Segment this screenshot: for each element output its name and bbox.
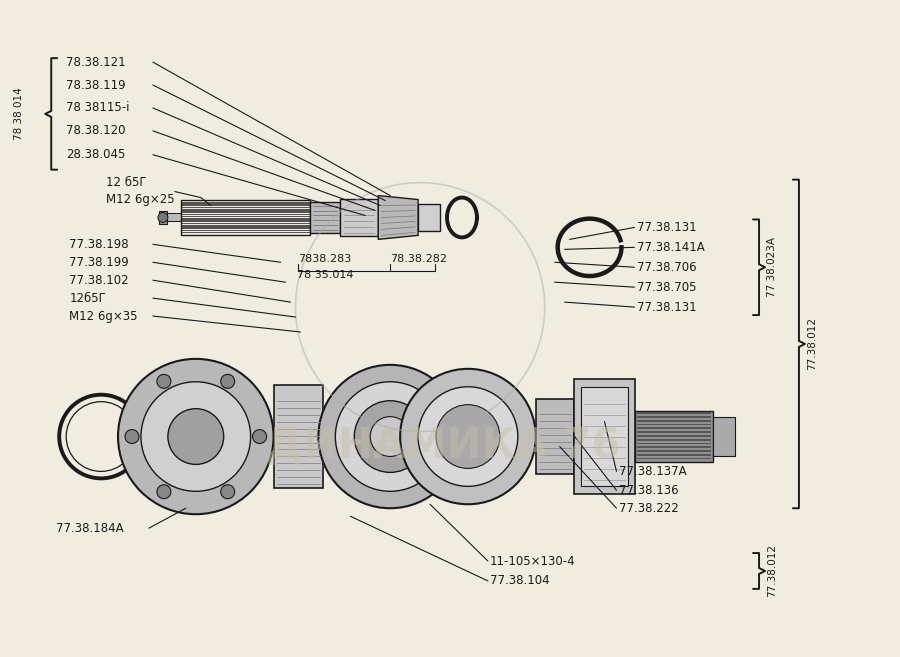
Circle shape (118, 359, 274, 514)
Text: 77.38.102: 77.38.102 (69, 274, 129, 286)
Text: 78 38115-i: 78 38115-i (67, 101, 130, 114)
Bar (166, 214, 181, 221)
Circle shape (125, 430, 139, 443)
Text: 77.38.104: 77.38.104 (490, 574, 550, 587)
Circle shape (337, 461, 345, 468)
Text: 78.38.120: 78.38.120 (67, 124, 126, 137)
Text: 77.38.706: 77.38.706 (637, 261, 697, 274)
Bar (181, 221, 310, 222)
Text: 77.38.131: 77.38.131 (637, 221, 697, 234)
Circle shape (220, 374, 235, 388)
Bar (637, 424, 711, 425)
Text: 78.38.119: 78.38.119 (67, 79, 126, 91)
Bar (340, 198, 378, 237)
Circle shape (345, 405, 352, 413)
Text: 77.38.705: 77.38.705 (637, 281, 697, 294)
Bar (181, 216, 310, 217)
Bar (637, 420, 711, 422)
Bar (310, 202, 340, 233)
Circle shape (436, 405, 500, 468)
Bar (274, 385, 323, 488)
Bar (181, 212, 310, 213)
Text: 11-105×130-4: 11-105×130-4 (490, 555, 575, 568)
Bar (713, 417, 735, 457)
Text: ДИНАМИКА 76: ДИНАМИКА 76 (266, 426, 620, 468)
Bar (181, 214, 310, 215)
Text: 77.38.222: 77.38.222 (619, 502, 680, 514)
Bar (536, 399, 573, 474)
Text: 78 38 014: 78 38 014 (14, 87, 24, 141)
Text: 77.38.199: 77.38.199 (69, 256, 129, 269)
Bar (181, 225, 310, 227)
Bar (637, 450, 711, 452)
Circle shape (141, 382, 250, 491)
Circle shape (355, 401, 426, 472)
Text: М12 6g×25: М12 6g×25 (106, 193, 175, 206)
Text: 78 35.014: 78 35.014 (297, 270, 354, 281)
Circle shape (351, 422, 359, 430)
Circle shape (158, 212, 168, 223)
Bar (637, 428, 711, 429)
Circle shape (418, 387, 518, 486)
Bar (637, 431, 711, 433)
Text: 77.38.141А: 77.38.141А (637, 241, 706, 254)
Bar (573, 379, 635, 494)
Circle shape (319, 365, 462, 509)
Bar (418, 204, 440, 231)
Bar (181, 202, 310, 204)
Text: 78.38.282: 78.38.282 (391, 254, 447, 264)
Bar (181, 232, 310, 233)
Text: 77 38.023А: 77 38.023А (767, 237, 777, 297)
Text: 28.38.045: 28.38.045 (67, 148, 126, 161)
Circle shape (336, 382, 445, 491)
Bar (637, 443, 711, 444)
Bar (637, 454, 711, 456)
Bar (637, 412, 711, 414)
Bar (159, 210, 166, 225)
Text: 12б5Г: 12б5Г (69, 292, 106, 305)
Text: 12 б5Г: 12 б5Г (106, 176, 147, 189)
Bar (181, 229, 310, 231)
Text: 77.38.198: 77.38.198 (69, 238, 129, 251)
Text: 77.38.012: 77.38.012 (767, 545, 777, 597)
Circle shape (253, 430, 266, 443)
Bar (181, 223, 310, 224)
Circle shape (370, 417, 410, 457)
Bar (181, 207, 310, 208)
Bar (181, 200, 310, 235)
Bar (637, 435, 711, 437)
Bar (637, 446, 711, 448)
Text: 78.38.121: 78.38.121 (67, 56, 126, 68)
Bar (580, 387, 628, 486)
Circle shape (168, 409, 224, 464)
Text: 77.38.136: 77.38.136 (619, 484, 680, 497)
Bar (181, 204, 310, 206)
Bar (181, 218, 310, 219)
Bar (637, 416, 711, 418)
Polygon shape (378, 196, 419, 239)
Text: 77.38.137А: 77.38.137А (619, 465, 687, 478)
Bar (181, 209, 310, 210)
Text: М12 6g×35: М12 6g×35 (69, 309, 138, 323)
Bar (635, 411, 713, 463)
Text: 77.38.184А: 77.38.184А (56, 522, 124, 535)
Bar (637, 458, 711, 459)
Text: 77.38.131: 77.38.131 (637, 301, 697, 313)
Bar (181, 227, 310, 229)
Circle shape (157, 374, 171, 388)
Circle shape (351, 443, 359, 451)
Bar (637, 439, 711, 441)
Text: 77.38.012: 77.38.012 (807, 317, 817, 371)
Text: 7838.283: 7838.283 (299, 254, 352, 264)
Circle shape (400, 369, 536, 505)
Circle shape (220, 485, 235, 499)
Circle shape (157, 485, 171, 499)
